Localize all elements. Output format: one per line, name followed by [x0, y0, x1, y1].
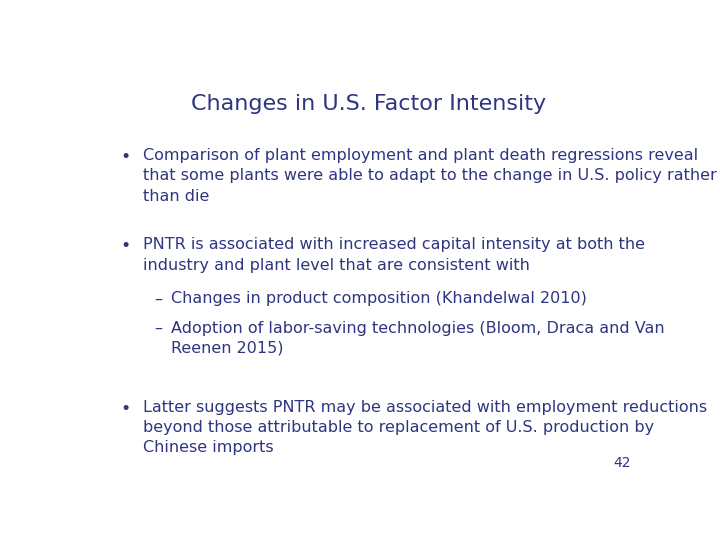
Text: Adoption of labor-saving technologies (Bloom, Draca and Van
Reenen 2015): Adoption of labor-saving technologies (B… — [171, 321, 665, 356]
Text: •: • — [121, 400, 131, 417]
Text: –: – — [154, 292, 162, 306]
Text: 42: 42 — [613, 456, 631, 470]
Text: •: • — [121, 148, 131, 166]
Text: PNTR is associated with increased capital intensity at both the
industry and pla: PNTR is associated with increased capita… — [143, 238, 645, 273]
Text: Changes in product composition (Khandelwal 2010): Changes in product composition (Khandelw… — [171, 292, 587, 306]
Text: Comparison of plant employment and plant death regressions reveal
that some plan: Comparison of plant employment and plant… — [143, 148, 717, 204]
Text: Changes in U.S. Factor Intensity: Changes in U.S. Factor Intensity — [192, 94, 546, 114]
Text: •: • — [121, 238, 131, 255]
Text: Latter suggests PNTR may be associated with employment reductions
beyond those a: Latter suggests PNTR may be associated w… — [143, 400, 707, 455]
Text: –: – — [154, 321, 162, 335]
